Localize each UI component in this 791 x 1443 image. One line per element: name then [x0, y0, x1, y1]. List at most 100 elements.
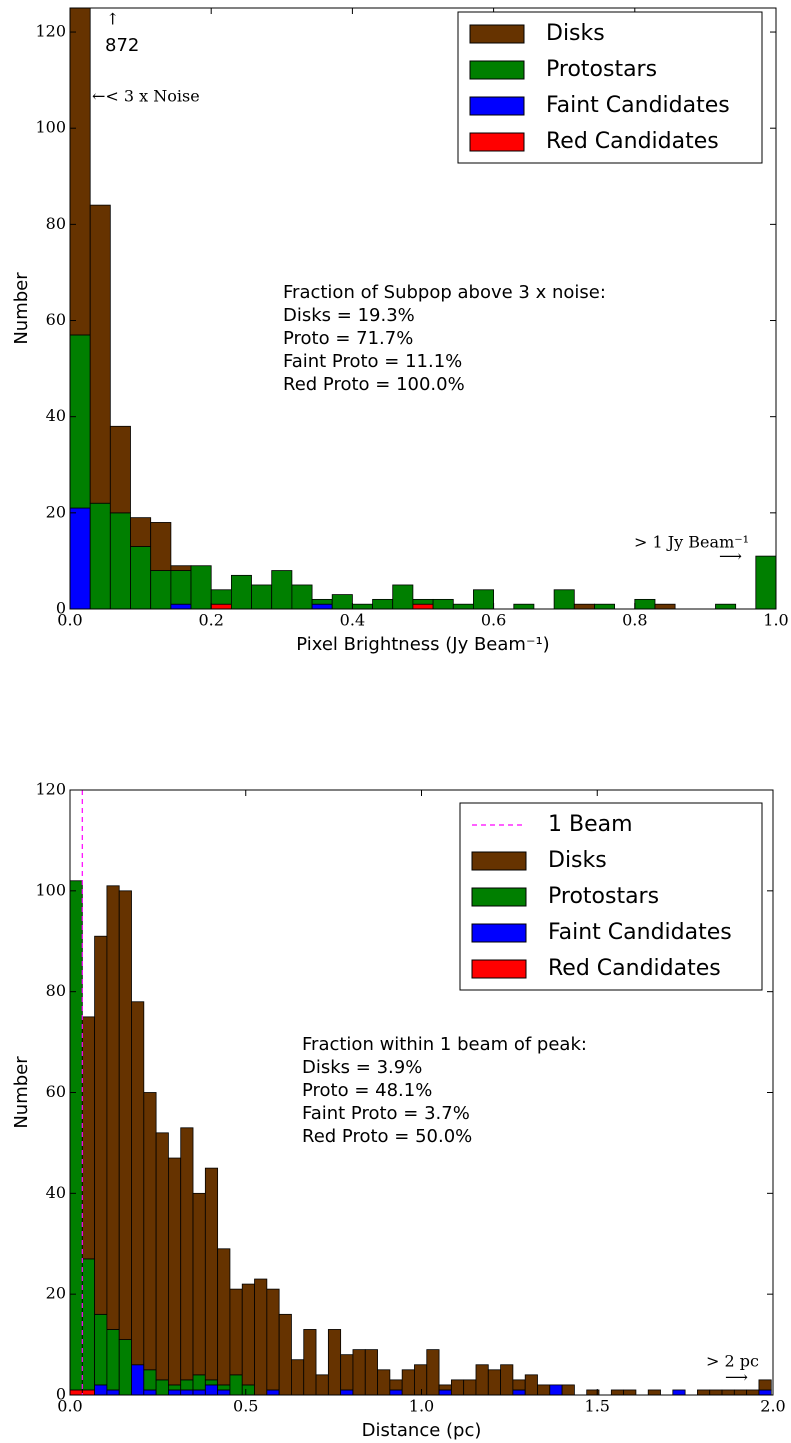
bar-segment: [170, 565, 192, 571]
bar-segment: [70, 880, 83, 1391]
bar-segment: [168, 1389, 182, 1395]
note-line: Proto = 48.1%: [302, 1080, 432, 1101]
bar-segment: [192, 1192, 206, 1376]
y-tick-label: 100: [35, 118, 66, 137]
bar-segment: [217, 1384, 231, 1391]
bar-segment: [315, 1374, 329, 1395]
legend-label: Protostars: [548, 884, 659, 909]
annotation: ↑: [106, 10, 119, 29]
bar-segment: [389, 1389, 403, 1395]
bar-segment: [230, 574, 252, 609]
x-axis-label: Distance (pc): [362, 1420, 482, 1441]
bar-segment: [389, 1379, 403, 1391]
bar-segment: [634, 598, 656, 609]
bar-segment: [755, 555, 776, 609]
bar-segment: [106, 885, 120, 1330]
bar-segment: [721, 1389, 735, 1395]
legend-label: Protostars: [546, 57, 657, 82]
bar-segment: [266, 1288, 280, 1391]
bar-segment: [586, 1389, 600, 1395]
bar-segment: [81, 1016, 96, 1260]
bar-segment: [118, 1339, 132, 1395]
bar-segment: [473, 589, 494, 609]
bar-segment: [401, 1369, 415, 1395]
bar-segment: [733, 1389, 748, 1395]
legend-swatch: [469, 60, 525, 80]
y-tick-label: 80: [46, 981, 66, 1000]
bar-segment: [217, 1248, 231, 1386]
y-tick-label: 20: [46, 1284, 66, 1303]
y-tick-label: 40: [46, 406, 66, 425]
bar-segment: [487, 1369, 501, 1395]
bar-segment: [372, 598, 394, 609]
bar-segment: [377, 1369, 391, 1395]
x-tick-label: 0.8: [622, 611, 647, 630]
bar-segment: [438, 1384, 452, 1391]
bar-segment: [647, 1389, 661, 1395]
x-tick-label: 1.0: [763, 611, 788, 630]
bar-segment: [70, 1389, 83, 1395]
plot-area: [70, 790, 772, 1395]
x-axis-label: Pixel Brightness (Jy Beam⁻¹): [296, 634, 549, 655]
bar-segment: [512, 1389, 526, 1395]
note-line: Faint Proto = 11.1%: [283, 351, 462, 372]
x-tick-label: 1.0: [409, 1397, 434, 1416]
bar-segment: [715, 603, 737, 609]
bar-segment: [170, 570, 192, 605]
bar-segment: [672, 1389, 686, 1395]
bar-segment: [229, 1288, 243, 1376]
x-tick-label: 0.6: [481, 611, 506, 630]
legend-label: 1 Beam: [548, 812, 633, 837]
bar-segment: [303, 1329, 317, 1395]
note-line: Red Proto = 50.0%: [302, 1126, 472, 1147]
bar-segment: [513, 603, 535, 609]
bar-segment: [180, 1389, 194, 1395]
bar-segment: [561, 1384, 575, 1395]
x-tick-label: 0.4: [340, 611, 365, 630]
bar-segment: [340, 1354, 354, 1391]
bar-segment: [81, 1258, 96, 1391]
bar-segment: [150, 522, 172, 571]
bar-segment: [180, 1127, 194, 1381]
y-axis-label: Number: [11, 1056, 32, 1129]
bar-segment: [94, 935, 108, 1315]
y-tick-label: 120: [35, 780, 66, 799]
chart: 0.0 0.5 1.0 1.5 2.0 0 20 40 60 80 100 120 Distance (…: [11, 780, 786, 1442]
bar-segment: [327, 1329, 342, 1395]
chart: 0.0 0.2 0.4 0.6 0.8 1.0 0 20 40 60 80 100 120 Pixel B…: [11, 7, 789, 655]
bar-segment: [412, 598, 434, 605]
bar-segment: [426, 1349, 440, 1395]
x-tick-label: 0.0: [57, 611, 82, 630]
bar-segment: [311, 603, 333, 609]
bar-segment: [229, 1374, 243, 1395]
bar-segment: [311, 598, 333, 605]
x-tick-label: 0.5: [233, 1397, 258, 1416]
bar-segment: [351, 603, 373, 609]
bar-segment: [204, 1167, 219, 1381]
y-axis-label: Number: [11, 272, 32, 345]
bar-segment: [130, 546, 152, 609]
bar-segment: [106, 1389, 120, 1395]
bar-segment: [204, 1379, 219, 1386]
bar-segment: [150, 570, 172, 609]
note-line: Proto = 71.7%: [283, 328, 413, 349]
bar-segment: [131, 1001, 145, 1366]
legend-swatch: [471, 923, 527, 943]
annotation: 872: [105, 35, 139, 56]
legend-swatch: [469, 24, 525, 44]
y-tick-label: 0: [56, 599, 66, 618]
bar-segment: [130, 517, 152, 547]
bar-segment: [89, 204, 111, 504]
bar-segment: [291, 584, 313, 609]
axes-frame: [69, 7, 777, 610]
legend-swatch: [471, 887, 527, 907]
bar-segment: [414, 1364, 428, 1395]
bar-segment: [500, 1364, 514, 1395]
bar-segment: [170, 603, 192, 609]
bar-segment: [190, 565, 212, 609]
bar-segment: [155, 1379, 169, 1395]
bar-segment: [168, 1157, 182, 1386]
legend-label: Disks: [548, 848, 607, 873]
bar-segment: [432, 598, 454, 609]
bar-segment: [697, 1389, 711, 1395]
